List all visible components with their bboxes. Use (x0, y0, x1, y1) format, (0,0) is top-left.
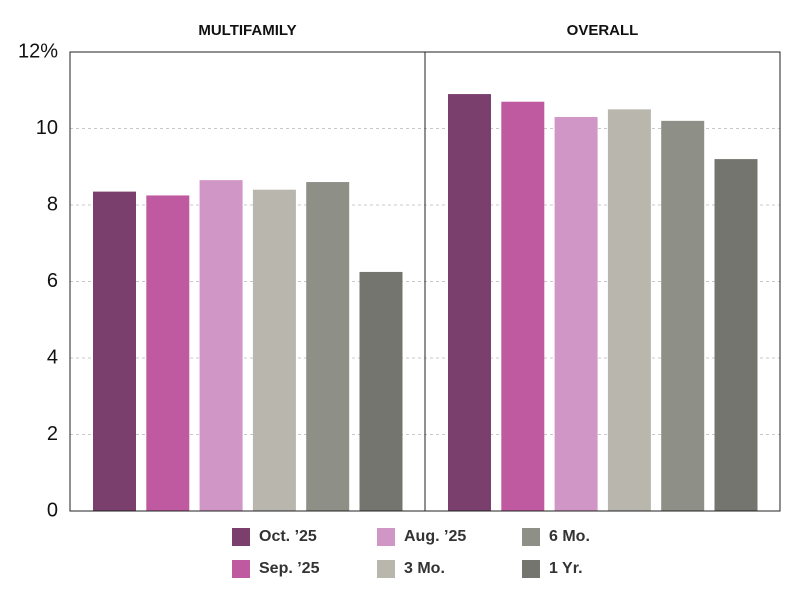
y-tick-label: 4 (47, 346, 58, 368)
panel-title: MULTIFAMILY (198, 22, 296, 39)
bar (607, 109, 651, 511)
y-tick-label: 0 (47, 499, 58, 521)
legend-label: Oct. ’25 (259, 528, 317, 545)
bar (199, 180, 243, 511)
legend-swatch (522, 528, 540, 546)
y-tick-label: 10 (36, 117, 58, 139)
bar (306, 182, 350, 512)
bar (359, 271, 403, 511)
legend-label: Aug. ’25 (404, 528, 466, 545)
legend-swatch (232, 560, 250, 578)
legend-swatch (232, 528, 250, 546)
legend-label: Sep. ’25 (259, 560, 320, 577)
y-tick-label: 6 (47, 270, 58, 292)
bar (146, 195, 190, 511)
bar (93, 191, 136, 512)
bar (448, 94, 491, 511)
legend-swatch (522, 560, 540, 578)
panel-title: OVERALL (567, 22, 639, 39)
bar (714, 159, 758, 511)
y-tick-label: 2 (47, 423, 58, 445)
bar (661, 120, 705, 511)
plot-frame (69, 51, 781, 512)
bar (501, 101, 545, 511)
bar (252, 189, 296, 511)
legend-label: 1 Yr. (549, 560, 583, 577)
legend-swatch (377, 560, 395, 578)
y-tick-label: 12% (18, 40, 58, 62)
bar (554, 117, 598, 512)
legend-swatch (377, 528, 395, 546)
y-tick-label: 8 (47, 193, 58, 215)
legend-label: 6 Mo. (549, 528, 590, 545)
legend-label: 3 Mo. (404, 560, 445, 577)
